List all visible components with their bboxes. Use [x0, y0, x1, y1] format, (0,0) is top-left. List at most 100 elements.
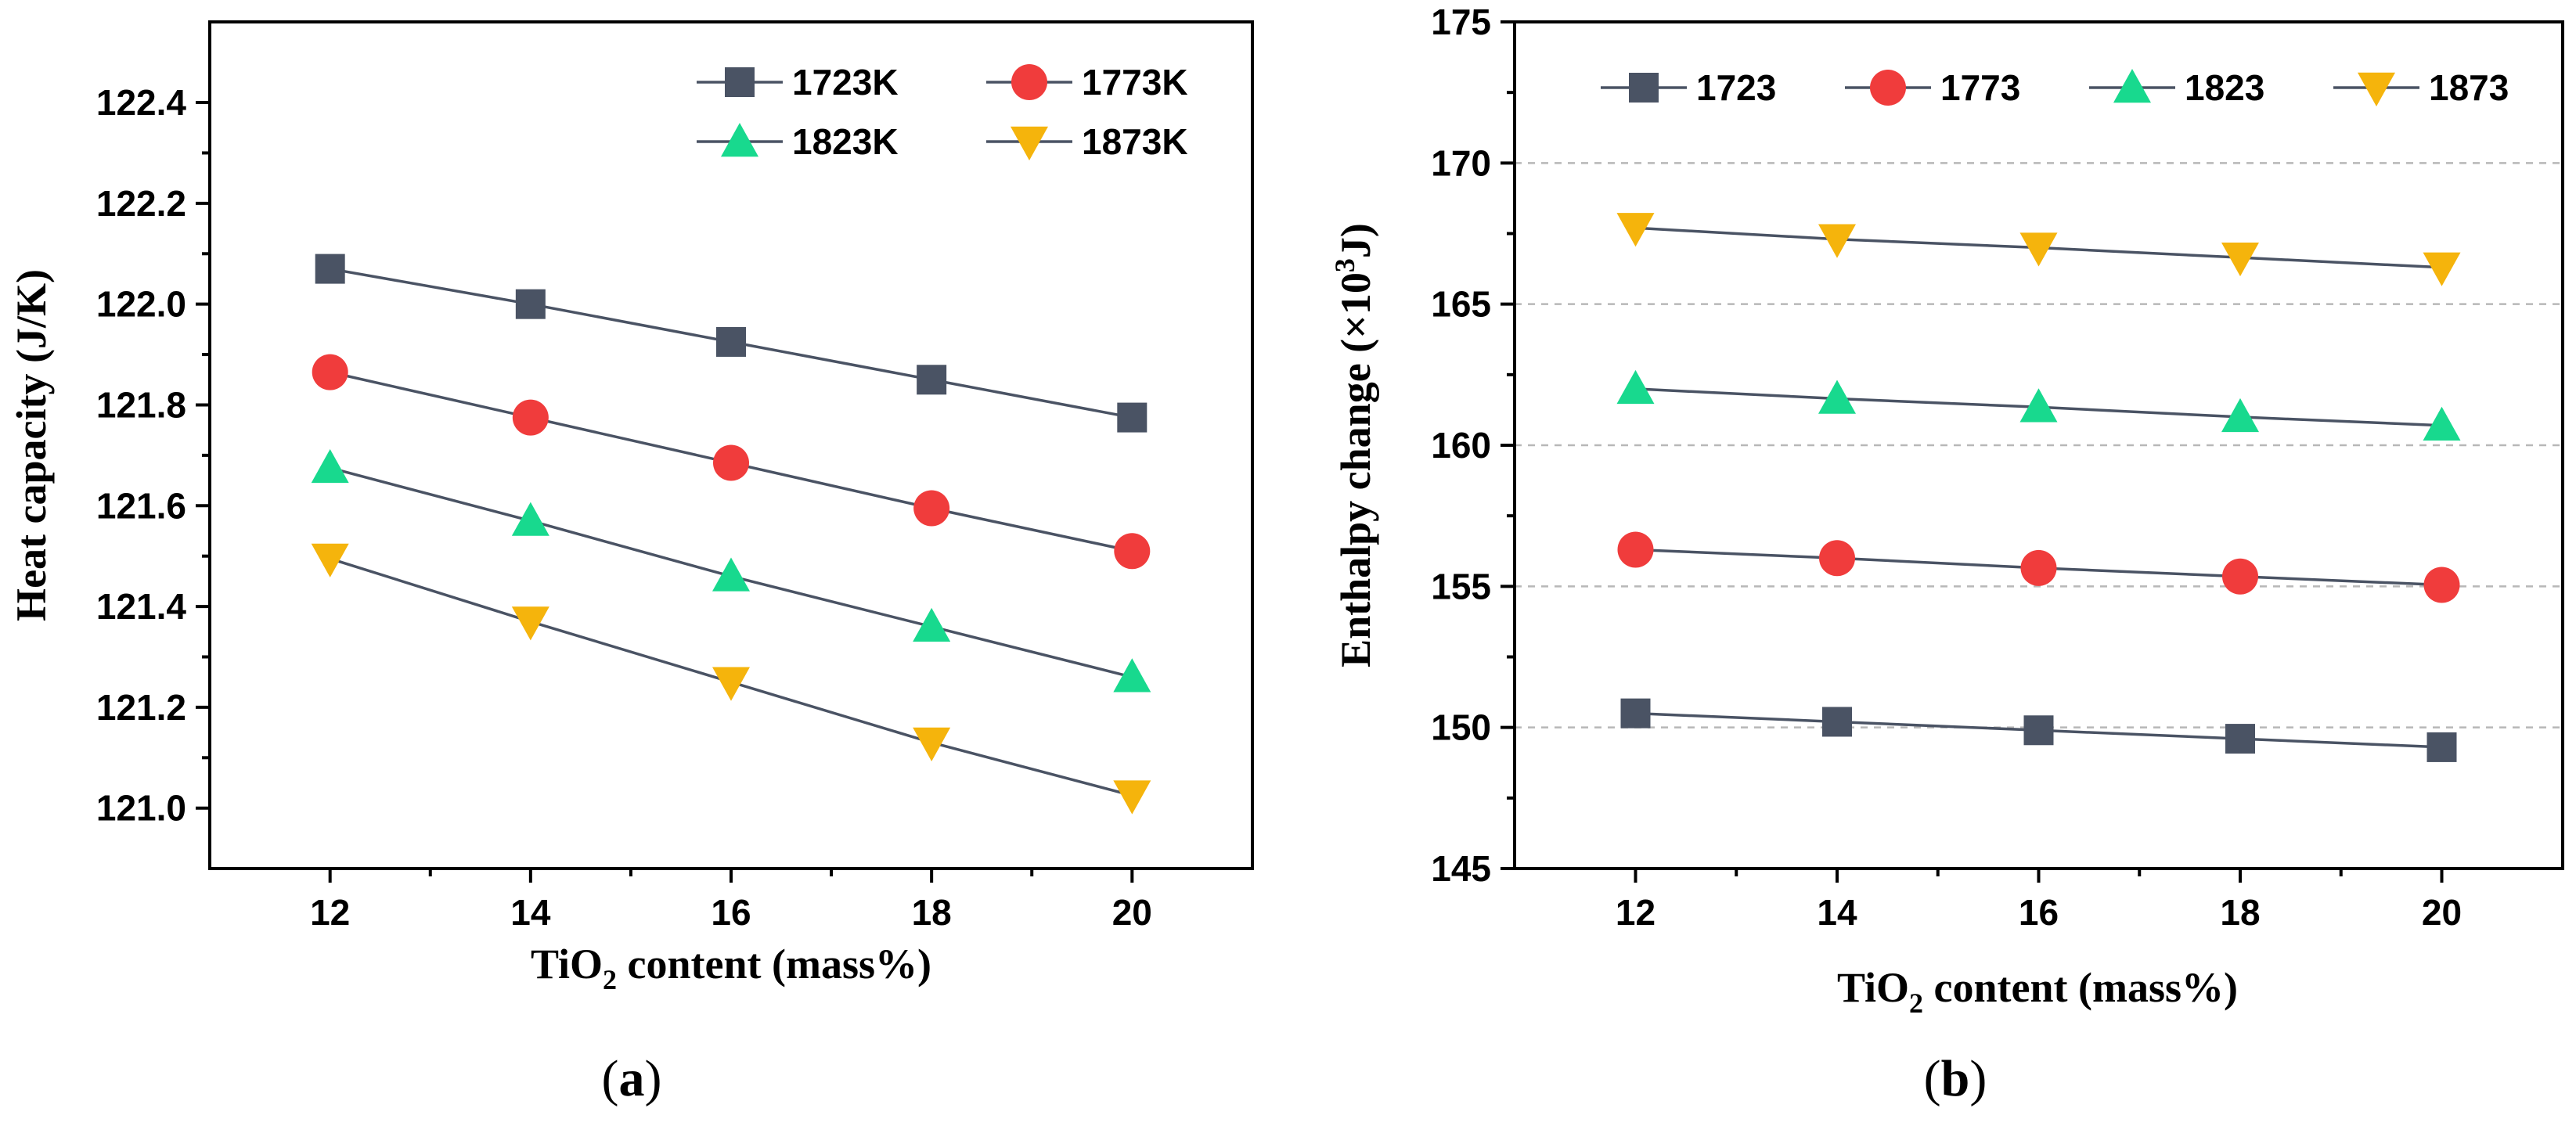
b-data-point-1773 — [2020, 549, 2057, 586]
a-x-axis-title-suffix: content (mass%) — [617, 941, 931, 987]
b-legend-marker — [1629, 73, 1659, 103]
a-series-1723K — [315, 254, 1147, 433]
a-data-point-1773K — [1114, 533, 1151, 570]
b-legend-entry-1723: 1723 — [1601, 67, 1776, 108]
a-legend-label: 1773K — [1082, 62, 1188, 103]
b-x-tick-label: 18 — [2220, 892, 2260, 933]
a-x-axis-title-subscript: 2 — [603, 964, 617, 995]
b-series-1723 — [1620, 698, 2457, 762]
b-legend-label: 1723 — [1696, 67, 1776, 108]
a-legend-entry-1723K: 1723K — [697, 62, 899, 103]
a-data-point-1723K — [515, 289, 546, 319]
a-data-point-1873K — [913, 727, 951, 761]
b-data-point-1773 — [2222, 558, 2258, 595]
a-data-point-1773K — [713, 444, 749, 481]
a-data-point-1873K — [511, 606, 549, 641]
b-ticks: 145 150 155 160 165 170 175 12 14 16 18 20 — [1431, 2, 2462, 933]
a-data-point-1723K — [917, 365, 947, 395]
b-legend-label: 1773 — [1940, 67, 2020, 108]
a-legend: 1723K 1773K 1823K 1873K — [697, 62, 1188, 162]
a-y-tick-label: 122.2 — [96, 183, 186, 224]
a-series-1823K — [311, 448, 1151, 693]
a-x-axis-title: TiO2 content (mass%) — [531, 941, 931, 995]
b-x-axis-title-prefix: TiO — [1837, 964, 1909, 1011]
a-data-point-1873K — [1113, 780, 1151, 815]
a-legend-label: 1823K — [792, 121, 899, 162]
a-x-tick-label: 20 — [1112, 892, 1152, 933]
panel-a: 121.0 121.2 121.4 121.6 121.8 122.0 122.2 122.4… — [8, 20, 1254, 1107]
b-y-tick-label: 150 — [1431, 707, 1491, 748]
b-legend-label: 1823 — [2185, 67, 2264, 108]
a-data-point-1823K — [712, 557, 750, 592]
b-data-point-1723 — [2023, 715, 2054, 746]
a-y-tick-label: 121.2 — [96, 687, 186, 728]
a-data-point-1873K — [311, 543, 349, 577]
a-series-1773K — [312, 354, 1151, 570]
b-data-point-1823 — [2019, 388, 2058, 423]
a-legend-marker — [725, 67, 755, 97]
b-data-point-1873 — [2423, 252, 2461, 286]
b-legend-entry-1773: 1773 — [1845, 67, 2020, 108]
a-x-tick-label: 18 — [912, 892, 952, 933]
b-x-tick-label: 14 — [1817, 892, 1857, 933]
a-y-tick-label: 121.8 — [96, 384, 186, 425]
a-y-tick-label: 121.0 — [96, 788, 186, 829]
a-y-tick-label: 122.4 — [96, 82, 187, 123]
b-series-1773 — [1617, 531, 2460, 603]
b-x-axis-title-subscript: 2 — [1909, 987, 1923, 1019]
b-data-point-1823 — [2221, 398, 2259, 433]
a-y-tick-label: 121.4 — [96, 586, 187, 627]
b-x-tick-label: 20 — [2422, 892, 2462, 933]
b-y-axis-title: Enthalpy change (×103J) — [1329, 223, 1379, 667]
b-data-point-1723 — [1822, 707, 1852, 737]
b-y-axis-title-prefix: Enthalpy change (×10 — [1332, 272, 1379, 667]
b-caption: (b) — [1924, 1050, 1987, 1107]
a-caption: (a) — [602, 1050, 662, 1107]
b-data-point-1723 — [2225, 724, 2255, 754]
a-series — [311, 254, 1151, 815]
a-x-tick-label: 14 — [510, 892, 551, 933]
b-data-point-1723 — [1620, 698, 1651, 728]
a-data-point-1823K — [1113, 658, 1151, 693]
b-series-1873 — [1616, 213, 2461, 286]
b-data-point-1823 — [1818, 380, 1856, 414]
b-data-point-1773 — [1617, 531, 1654, 568]
b-x-tick-label: 12 — [1616, 892, 1655, 933]
b-x-axis-title-suffix: content (mass%) — [1923, 964, 2238, 1011]
b-x-axis-title: TiO2 content (mass%) — [1837, 964, 2238, 1019]
b-series — [1616, 213, 2461, 762]
a-legend-entry-1773K: 1773K — [986, 62, 1188, 103]
b-y-axis-title-superscript: 3 — [1329, 258, 1360, 272]
a-data-point-1723K — [716, 326, 746, 357]
b-legend-entry-1873: 1873 — [2333, 67, 2509, 108]
a-legend-marker — [721, 123, 758, 157]
b-data-point-1773 — [1819, 540, 1855, 577]
a-legend-entry-1823K: 1823K — [697, 121, 899, 162]
b-data-point-1773 — [2423, 567, 2460, 603]
b-y-tick-label: 165 — [1431, 284, 1491, 325]
b-legend-marker — [2358, 72, 2395, 106]
b-legend-marker — [1870, 70, 1906, 106]
b-y-tick-label: 175 — [1431, 2, 1491, 42]
a-data-point-1773K — [913, 490, 950, 527]
b-data-point-1823 — [2423, 406, 2461, 441]
b-legend-entry-1823: 1823 — [2089, 67, 2264, 108]
a-y-tick-label: 122.0 — [96, 284, 186, 325]
a-data-point-1823K — [311, 448, 349, 484]
b-data-point-1873 — [2221, 242, 2259, 277]
b-x-tick-label: 16 — [2019, 892, 2059, 933]
a-legend-marker — [1011, 64, 1047, 100]
b-legend-label: 1873 — [2429, 67, 2509, 108]
a-data-point-1823K — [511, 502, 549, 536]
b-data-point-1873 — [1616, 213, 1655, 247]
b-legend: 1723 1773 1823 1873 — [1601, 67, 2509, 108]
b-legend-marker — [2113, 69, 2151, 103]
a-legend-label: 1873K — [1082, 121, 1188, 162]
a-data-point-1773K — [512, 399, 549, 436]
b-y-tick-label: 160 — [1431, 425, 1491, 466]
a-ticks: 121.0 121.2 121.4 121.6 121.8 122.0 122.2 122.4… — [96, 82, 1152, 933]
b-y-tick-label: 155 — [1431, 566, 1491, 606]
a-data-point-1723K — [315, 254, 345, 284]
a-x-tick-label: 16 — [711, 892, 751, 933]
